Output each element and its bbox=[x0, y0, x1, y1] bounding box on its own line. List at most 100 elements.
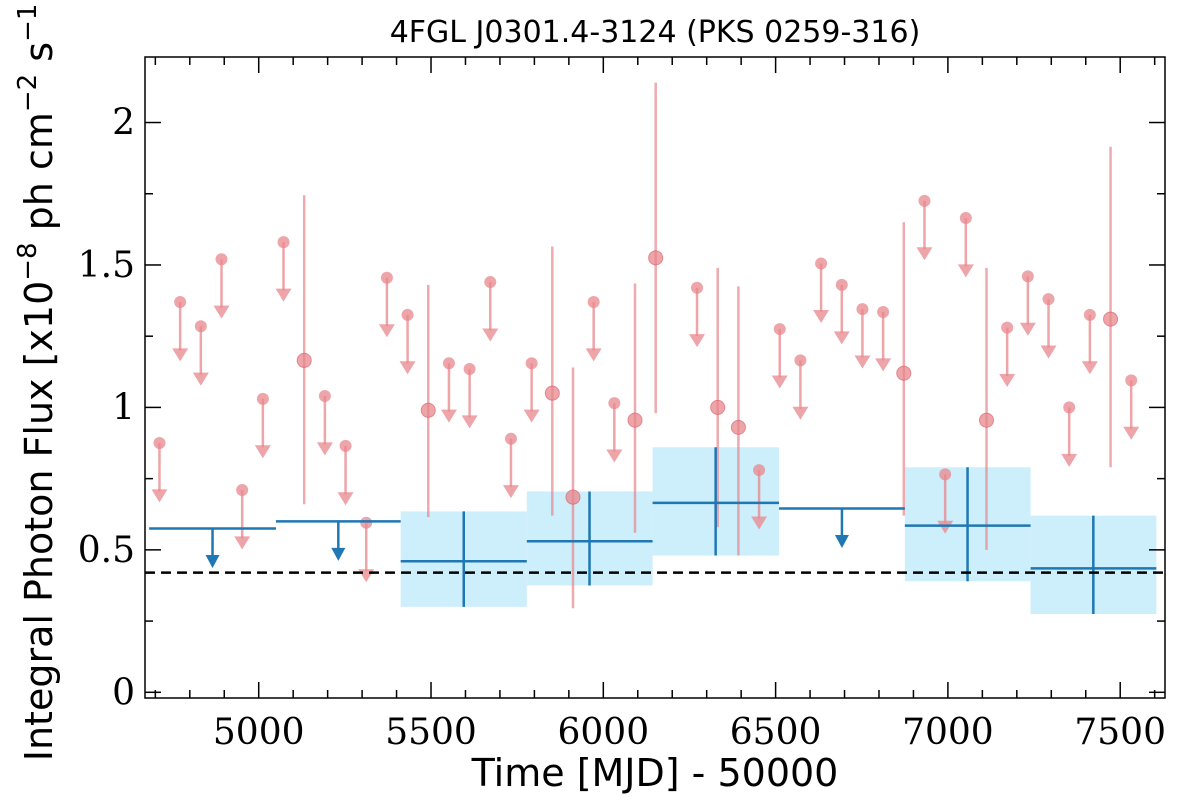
fine-detection-point bbox=[565, 489, 581, 505]
fine-upper-limit-arrowhead bbox=[937, 520, 954, 534]
x-tick-label: 6500 bbox=[730, 712, 822, 753]
fine-upper-limit-point bbox=[835, 278, 848, 291]
fine-upper-limit-point bbox=[318, 390, 331, 403]
fine-upper-limit-arrowhead bbox=[172, 348, 189, 362]
fine-upper-limit-point bbox=[1001, 321, 1014, 334]
y-tick-label: 1.5 bbox=[78, 245, 135, 286]
x-tick-label: 6000 bbox=[557, 712, 649, 753]
fine-upper-limit-point bbox=[1125, 374, 1138, 387]
fine-bin-series bbox=[151, 82, 1140, 609]
fine-detection-point bbox=[420, 402, 436, 418]
fine-upper-limit-point bbox=[194, 320, 207, 333]
fine-upper-limit-arrowhead bbox=[957, 264, 974, 278]
fine-upper-limit-point bbox=[463, 362, 476, 375]
x-tick-label: 5500 bbox=[385, 712, 477, 753]
fine-upper-limit-point bbox=[1042, 293, 1055, 306]
fine-detection-point bbox=[296, 352, 312, 368]
confidence-bands bbox=[400, 447, 1157, 614]
x-tick-label: 7500 bbox=[1074, 712, 1166, 753]
x-tick-label: 5000 bbox=[213, 712, 305, 753]
fine-upper-limit-arrowhead bbox=[192, 372, 209, 386]
fine-upper-limit-point bbox=[525, 357, 538, 370]
fine-upper-limit-arrowhead bbox=[999, 374, 1016, 388]
fine-upper-limit-arrowhead bbox=[585, 348, 602, 362]
coarse-upper-limit-arrowhead bbox=[331, 547, 346, 561]
fine-upper-limit-point bbox=[339, 439, 352, 452]
fine-upper-limit-point bbox=[608, 397, 621, 410]
fine-detection-point bbox=[896, 365, 912, 381]
fine-upper-limit-arrowhead bbox=[358, 569, 375, 583]
fine-upper-limit-point bbox=[1063, 401, 1076, 414]
y-tick-label: 2 bbox=[112, 103, 135, 144]
fine-detection-point bbox=[648, 250, 664, 266]
fine-upper-limit-point bbox=[856, 303, 869, 316]
fine-upper-limit-arrowhead bbox=[792, 406, 809, 420]
fine-upper-limit-point bbox=[753, 464, 766, 477]
fine-upper-limit-arrowhead bbox=[482, 328, 499, 342]
fine-upper-limit-point bbox=[959, 211, 972, 224]
fine-upper-limit-arrowhead bbox=[213, 305, 230, 319]
fine-upper-limit-arrowhead bbox=[461, 415, 478, 429]
fine-upper-limit-point bbox=[1083, 308, 1096, 321]
fine-upper-limit-arrowhead bbox=[833, 331, 850, 345]
fine-upper-limit-arrowhead bbox=[151, 489, 168, 503]
fine-upper-limit-point bbox=[236, 484, 249, 497]
fine-upper-limit-arrowhead bbox=[1123, 426, 1140, 440]
fine-upper-limit-point bbox=[484, 276, 497, 289]
fine-upper-limit-arrowhead bbox=[254, 445, 271, 459]
fine-upper-limit-arrowhead bbox=[1081, 361, 1098, 375]
fine-upper-limit-arrowhead bbox=[399, 361, 416, 375]
fine-upper-limit-arrowhead bbox=[275, 288, 292, 302]
fine-upper-limit-arrowhead bbox=[337, 492, 354, 506]
fine-upper-limit-point bbox=[504, 432, 517, 445]
fine-upper-limit-arrowhead bbox=[606, 449, 623, 463]
fine-upper-limit-point bbox=[918, 194, 931, 207]
fine-detection-point bbox=[730, 419, 746, 435]
fine-upper-limit-arrowhead bbox=[234, 536, 251, 550]
fine-upper-limit-point bbox=[153, 437, 166, 450]
fine-upper-limit-point bbox=[587, 296, 600, 309]
fine-upper-limit-point bbox=[256, 392, 269, 405]
fine-upper-limit-arrowhead bbox=[316, 442, 333, 456]
coarse-upper-limit-arrowhead bbox=[834, 535, 849, 549]
fine-upper-limit-arrowhead bbox=[771, 375, 788, 389]
y-tick-label: 1 bbox=[112, 387, 135, 428]
fine-upper-limit-arrowhead bbox=[1019, 322, 1036, 336]
fine-upper-limit-point bbox=[691, 281, 704, 294]
fine-detection-point bbox=[544, 385, 560, 401]
fine-upper-limit-arrowhead bbox=[916, 247, 933, 261]
fine-detection-point bbox=[979, 412, 994, 428]
fine-upper-limit-arrowhead bbox=[1040, 345, 1057, 359]
fine-upper-limit-point bbox=[380, 271, 393, 284]
fine-upper-limit-point bbox=[442, 357, 455, 370]
x-axis-label: Time [MJD] - 50000 bbox=[471, 751, 839, 795]
fine-upper-limit-point bbox=[401, 308, 414, 321]
fine-upper-limit-arrowhead bbox=[440, 409, 457, 423]
fine-upper-limit-arrowhead bbox=[875, 358, 892, 372]
fine-upper-limit-point bbox=[277, 236, 290, 249]
coarse-bin-series bbox=[149, 447, 1157, 614]
y-tick-label: 0.5 bbox=[78, 530, 135, 571]
chart-title: 4FGL J0301.4-3124 (PKS 0259-316) bbox=[390, 15, 921, 50]
fine-upper-limit-arrowhead bbox=[854, 355, 871, 369]
fine-upper-limit-arrowhead bbox=[502, 485, 519, 499]
plot-frame bbox=[144, 56, 1166, 699]
fine-upper-limit-arrowhead bbox=[523, 409, 540, 423]
y-axis-label: Integral Photon Flux [x10−8 ph cm−2 s−1] bbox=[13, 0, 61, 761]
fine-upper-limit-point bbox=[773, 323, 786, 336]
fine-upper-limit-point bbox=[360, 516, 373, 529]
y-tick-label: 0 bbox=[112, 672, 135, 713]
fine-upper-limit-point bbox=[1021, 270, 1034, 283]
fine-upper-limit-arrowhead bbox=[689, 334, 706, 348]
fine-detection-point bbox=[627, 412, 643, 428]
fine-detection-point bbox=[710, 399, 726, 415]
fine-upper-limit-arrowhead bbox=[1061, 453, 1078, 467]
fine-upper-limit-arrowhead bbox=[378, 324, 395, 338]
fine-upper-limit-point bbox=[939, 468, 952, 481]
fine-upper-limit-point bbox=[877, 305, 890, 318]
fine-upper-limit-point bbox=[794, 354, 807, 367]
fine-detection-point bbox=[1103, 311, 1119, 327]
fine-upper-limit-point bbox=[215, 253, 228, 266]
fine-upper-limit-arrowhead bbox=[813, 309, 830, 323]
